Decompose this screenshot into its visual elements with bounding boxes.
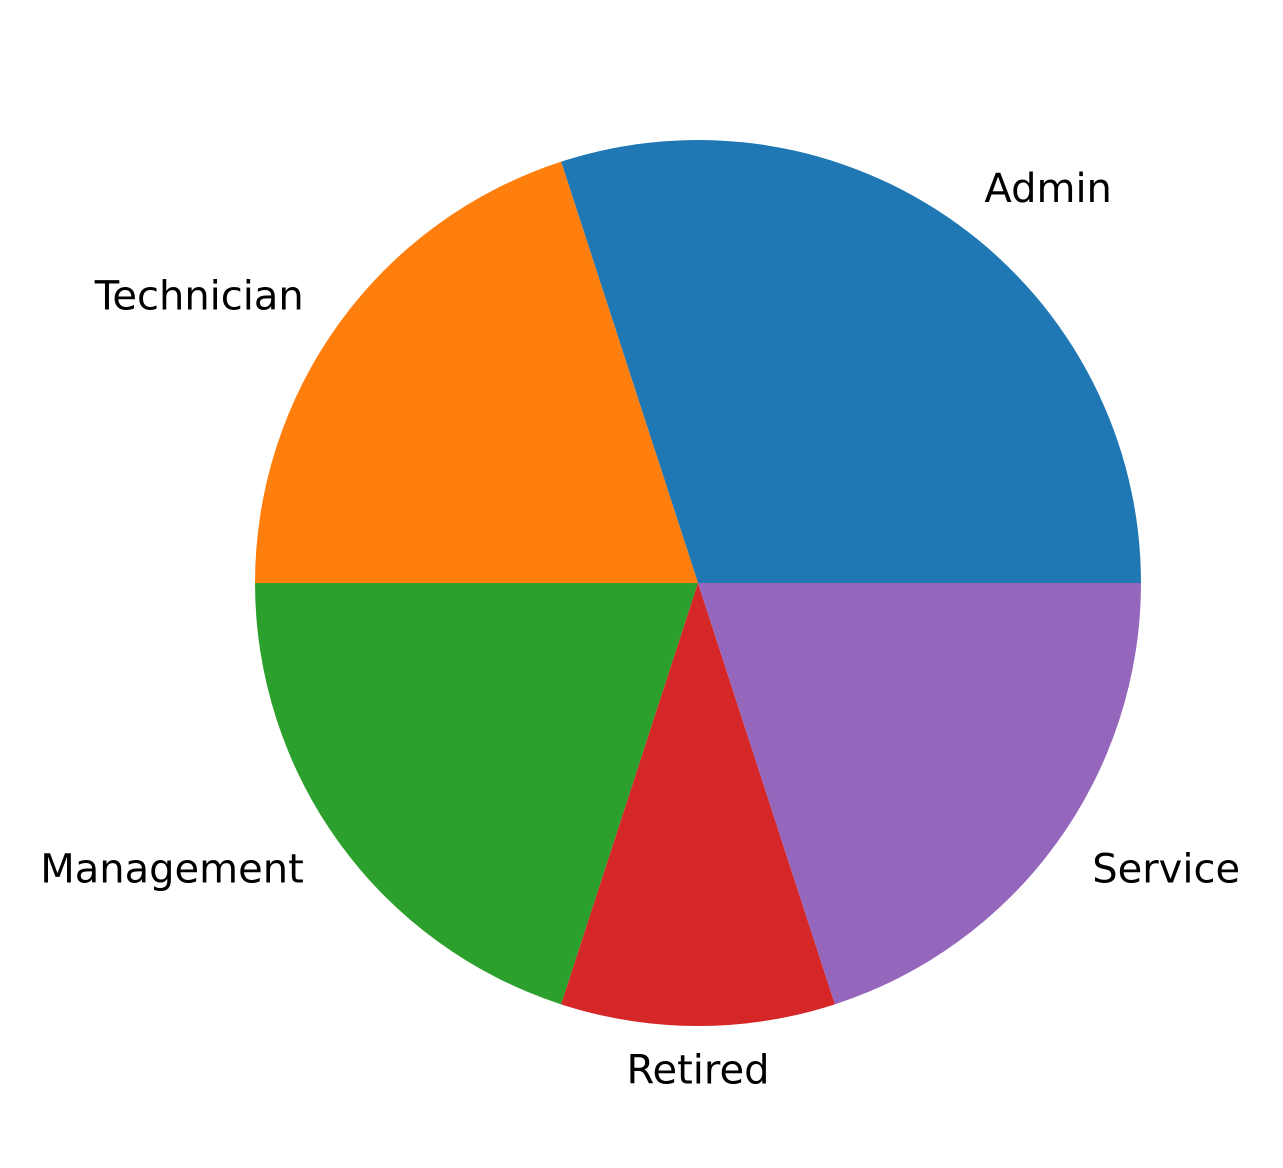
- pie-slices: [255, 139, 1141, 1027]
- pie-slice-service: [698, 583, 1141, 1005]
- pie-slice-admin: [561, 139, 1141, 584]
- pie-slice-technician: [255, 161, 698, 583]
- pie-label-management: Management: [40, 846, 304, 892]
- pie-label-technician: Technician: [94, 274, 304, 320]
- pie-slice-retired: [561, 583, 835, 1027]
- pie-label-retired: Retired: [627, 1047, 770, 1093]
- pie-slice-management: [255, 583, 698, 1005]
- pie-labels: Admin Technician Management Retired Service: [40, 166, 1240, 1094]
- pie-label-service: Service: [1092, 846, 1240, 892]
- pie-label-admin: Admin: [984, 166, 1111, 212]
